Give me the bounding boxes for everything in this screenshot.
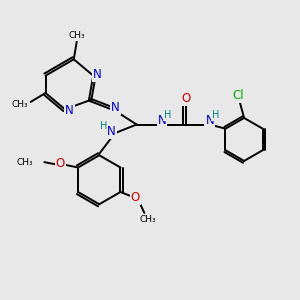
Text: O: O [181, 92, 190, 105]
Text: O: O [56, 158, 65, 170]
Text: CH₃: CH₃ [12, 100, 28, 109]
Text: N: N [111, 101, 120, 114]
Text: CH₃: CH₃ [139, 215, 156, 224]
Text: N: N [206, 113, 214, 127]
Text: O: O [131, 190, 140, 204]
Text: N: N [107, 125, 116, 138]
Text: N: N [158, 113, 166, 127]
Text: CH₃: CH₃ [68, 31, 85, 40]
Text: H: H [164, 110, 172, 120]
Text: CH₃: CH₃ [16, 158, 33, 166]
Text: N: N [93, 68, 102, 81]
Text: H: H [100, 121, 107, 131]
Text: H: H [212, 110, 219, 120]
Text: Cl: Cl [232, 89, 244, 102]
Text: N: N [65, 104, 74, 117]
